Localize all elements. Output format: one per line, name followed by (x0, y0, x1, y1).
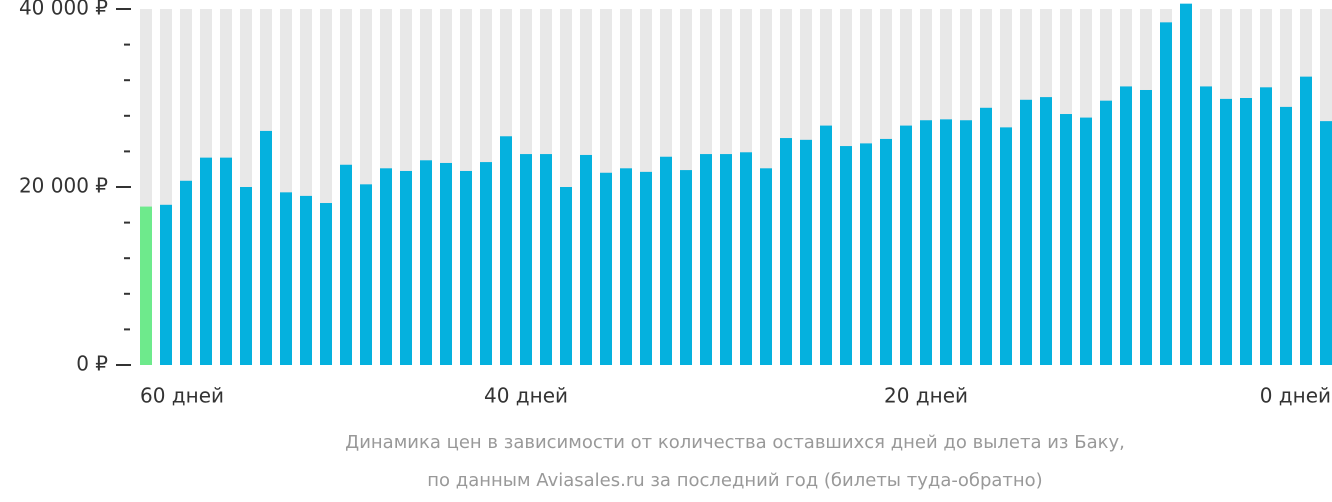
x-tick-label: 60 дней (140, 384, 224, 408)
bar (880, 138, 892, 365)
bar (260, 130, 272, 365)
bar (380, 168, 392, 365)
bar (660, 156, 672, 365)
bar (840, 146, 852, 365)
bar (300, 195, 312, 365)
bar (1000, 127, 1012, 366)
bar (460, 170, 472, 365)
bar (400, 170, 412, 365)
bar (580, 154, 592, 365)
bar (640, 171, 652, 365)
bar (620, 168, 632, 365)
bar (340, 164, 352, 365)
bar (1120, 86, 1132, 366)
bar (780, 138, 792, 365)
bar (960, 120, 972, 365)
bar (420, 160, 432, 365)
bar (560, 187, 572, 365)
y-tick-label: 20 000 ₽ (19, 174, 108, 198)
bar (1320, 121, 1332, 365)
bar (1040, 97, 1052, 366)
caption: по данным Aviasales.ru за последний год … (427, 470, 1042, 491)
bar (740, 152, 752, 365)
bar (1100, 100, 1112, 366)
y-tick-label: 0 ₽ (76, 352, 108, 376)
bar (1160, 22, 1172, 365)
caption: Динамика цен в зависимости от количества… (345, 432, 1125, 453)
bar (600, 172, 612, 365)
bar (360, 184, 372, 365)
bar (320, 203, 332, 365)
bar (180, 180, 192, 365)
bar (440, 162, 452, 365)
bar (520, 154, 532, 365)
x-tick-label: 20 дней (884, 384, 968, 408)
bar (800, 139, 812, 365)
bar (500, 136, 512, 365)
bar (1080, 117, 1092, 365)
bar (760, 168, 772, 365)
bar (540, 154, 552, 365)
bar (1300, 76, 1312, 365)
bar (920, 120, 932, 365)
bar (1140, 89, 1152, 366)
bar (980, 107, 992, 365)
bar (1060, 114, 1072, 366)
bar (940, 119, 952, 365)
x-tick-label: 40 дней (484, 384, 568, 408)
bar (160, 204, 172, 365)
x-tick-label: 0 дней (1260, 384, 1331, 408)
bar (240, 187, 252, 365)
bar (860, 143, 872, 365)
bar (140, 206, 152, 365)
bar (1280, 106, 1292, 366)
bar (200, 157, 212, 365)
bar (1180, 3, 1192, 365)
bar (1240, 98, 1252, 365)
bar (480, 162, 492, 365)
bar (1260, 87, 1272, 365)
bar (700, 154, 712, 365)
bar (680, 170, 692, 365)
bar (820, 125, 832, 365)
bar (220, 157, 232, 365)
y-tick-label: 40 000 ₽ (19, 0, 108, 20)
bar (1020, 99, 1032, 365)
bar (720, 154, 732, 365)
bar (900, 125, 912, 365)
bar (1200, 86, 1212, 366)
bar (1220, 98, 1232, 365)
bar (280, 192, 292, 365)
